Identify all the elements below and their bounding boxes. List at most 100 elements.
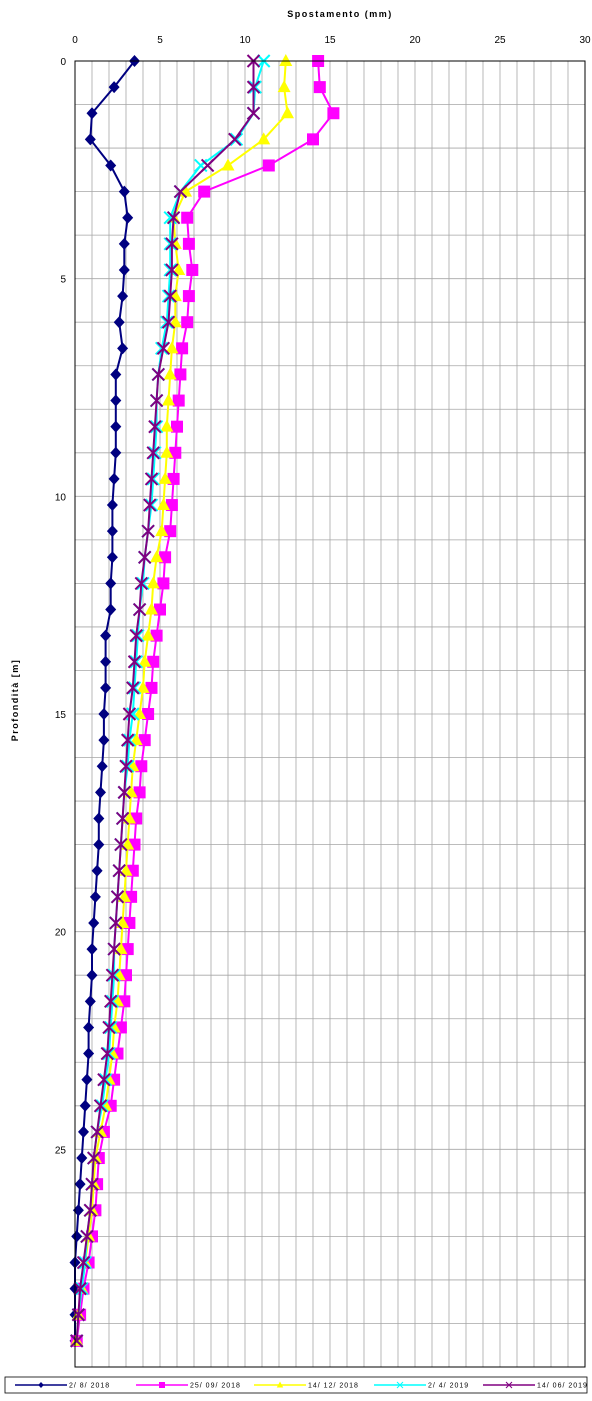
data-point-x — [505, 1381, 513, 1389]
data-point-x — [122, 707, 137, 721]
data-point-x — [114, 837, 128, 852]
legend-label: 14/ 12/ 2018 — [308, 1383, 359, 1390]
data-point-x — [85, 1177, 99, 1191]
legend-label: 14/ 06/ 2019 — [537, 1383, 588, 1390]
data-point-triangle — [279, 54, 293, 66]
data-point-x — [248, 80, 262, 94]
legend-entry: 14/ 06/ 2019 — [483, 1381, 588, 1390]
data-point-diamond — [83, 1021, 95, 1034]
data-point-x — [166, 211, 181, 225]
data-point-diamond — [100, 629, 112, 642]
data-point-triangle — [162, 393, 175, 406]
data-point-x — [144, 498, 159, 512]
data-point-x — [149, 419, 164, 434]
data-point-x — [134, 576, 149, 591]
data-point-square — [182, 237, 195, 250]
data-point-diamond — [72, 1204, 84, 1217]
data-point-diamond — [83, 1047, 95, 1060]
data-point-square — [172, 394, 185, 407]
data-point-diamond — [100, 655, 112, 668]
y-tick-label: 0 — [60, 57, 66, 68]
data-point-x — [163, 237, 177, 251]
data-point-x — [107, 942, 121, 956]
data-point-diamond — [117, 342, 129, 355]
data-point-x — [141, 524, 155, 538]
data-point-x — [105, 968, 120, 982]
data-point-diamond — [106, 499, 118, 512]
data-point-x — [86, 1151, 101, 1165]
data-point-square — [133, 786, 146, 799]
data-point-x — [163, 289, 177, 303]
data-point-diamond — [108, 81, 120, 94]
data-point-x — [102, 1046, 116, 1061]
x-tick-label: 0 — [72, 35, 78, 46]
data-point-diamond — [93, 838, 105, 851]
legend-label: 2/ 8/ 2018 — [69, 1383, 110, 1390]
data-point-triangle — [117, 889, 131, 902]
data-point-diamond — [86, 969, 98, 982]
data-point-diamond — [110, 420, 122, 433]
data-point-diamond — [78, 1125, 89, 1138]
data-point-x — [73, 1281, 87, 1296]
data-point-diamond — [117, 290, 129, 303]
data-point-diamond — [113, 316, 125, 329]
data-point-x — [129, 655, 143, 669]
y-axis-title: Profondità [m] — [10, 659, 20, 742]
data-point-square — [198, 185, 211, 198]
data-point-diamond — [74, 1178, 86, 1191]
data-point-diamond — [95, 786, 106, 799]
data-point-square — [307, 133, 319, 146]
data-point-square — [157, 577, 170, 590]
data-point-triangle — [150, 550, 164, 563]
data-point-x — [136, 576, 150, 591]
legend: 2/ 8/ 2018 25/ 09/ 2018 14/ 12/ 2018 2/ 4/ … — [15, 1381, 588, 1390]
data-point-diamond — [88, 916, 100, 929]
data-point-triangle — [277, 80, 291, 93]
grid-lines — [75, 61, 585, 1367]
data-point-diamond — [84, 995, 96, 1008]
data-point-square — [186, 263, 199, 276]
data-point-x — [127, 681, 142, 695]
data-point-x — [117, 785, 132, 800]
data-point-x — [200, 158, 215, 173]
data-point-triangle — [221, 158, 235, 171]
data-point-x — [78, 1255, 92, 1270]
data-point-diamond — [98, 708, 110, 720]
data-point-x — [76, 1255, 91, 1270]
data-point-diamond — [89, 890, 101, 903]
data-point-triangle — [168, 315, 182, 328]
data-point-square — [327, 107, 340, 120]
data-point-x — [173, 184, 188, 199]
x-tick-label: 30 — [579, 35, 591, 46]
data-point-x — [132, 602, 147, 617]
data-point-triangle — [121, 837, 135, 850]
legend-entry: 2/ 4/ 2019 — [374, 1381, 468, 1390]
data-point-x — [107, 968, 121, 982]
data-point-square — [138, 734, 151, 747]
data-point-x — [98, 1072, 113, 1087]
y-tick-label: 15 — [55, 710, 67, 721]
plot-area-frame — [74, 60, 586, 1368]
data-point-diamond — [86, 107, 98, 120]
data-point-square — [182, 290, 195, 303]
data-point-square — [181, 316, 194, 329]
data-point-x — [109, 916, 123, 930]
data-point-square — [176, 342, 189, 355]
data-point-x — [165, 237, 179, 251]
data-point-diamond — [118, 237, 130, 250]
data-point-x — [229, 132, 244, 147]
data-point-x — [148, 419, 162, 434]
data-point-diamond — [93, 812, 105, 825]
data-point-x — [163, 263, 177, 277]
data-point-x — [165, 263, 179, 277]
data-point-triangle — [281, 106, 294, 119]
x-tick-label: 15 — [324, 35, 336, 46]
y-tick-label: 25 — [55, 1145, 67, 1156]
data-point-diamond — [110, 368, 122, 381]
data-point-x — [95, 1099, 109, 1113]
data-point-diamond — [105, 577, 117, 590]
data-point-triangle — [160, 445, 174, 458]
data-point-triangle — [146, 576, 160, 589]
data-point-square — [164, 525, 177, 538]
data-point-x — [156, 341, 171, 356]
